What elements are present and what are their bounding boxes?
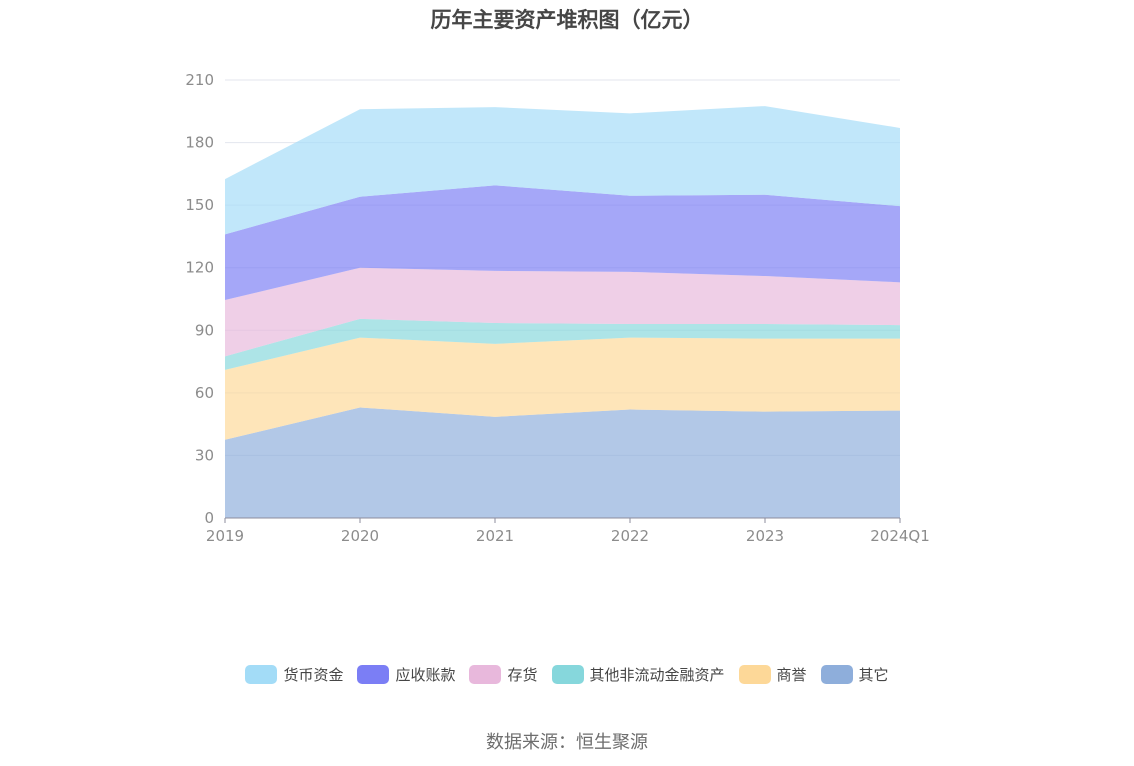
area-series-2 [225, 318, 900, 370]
stacked-area-chart: 0 30 60 90 120 150 180 210 2019 2020 2021 2022 2023 2… [185, 71, 929, 545]
legend-swatch [820, 665, 853, 684]
x-tick-label: 2022 [611, 527, 649, 545]
chart-title: 历年主要资产堆积图（亿元） [430, 8, 704, 32]
legend-item[interactable]: 应收账款 [357, 664, 455, 685]
data-source-note: 数据来源：恒生聚源 [486, 732, 648, 753]
x-tick-label: 2024Q1 [870, 527, 930, 545]
legend-label: 货币资金 [283, 666, 344, 684]
y-tick-label: 90 [195, 321, 214, 339]
y-tick-label: 30 [195, 446, 214, 464]
legend-item[interactable]: 其他非流动金融资产 [551, 664, 725, 685]
y-tick-label: 0 [204, 509, 214, 527]
legend: 货币资金 应收账款 存货 其他非流动金融资产 商誉 其它 [0, 664, 1134, 685]
legend-item[interactable]: 货币资金 [245, 664, 343, 685]
legend-label: 其他非流动金融资产 [589, 666, 725, 684]
y-tick-label: 150 [185, 196, 214, 214]
area-series-5 [225, 106, 900, 235]
x-tick-label: 2021 [476, 527, 514, 545]
legend-swatch [469, 665, 502, 684]
legend-swatch [245, 665, 278, 684]
axes: 0 30 60 90 120 150 180 210 2019 2020 2021 2022 2023 2… [185, 71, 929, 545]
legend-swatch [357, 665, 390, 684]
y-tick-label: 180 [185, 134, 214, 152]
legend-swatch [551, 665, 584, 684]
area-series-0 [225, 407, 900, 518]
legend-item[interactable]: 商誉 [738, 664, 807, 685]
y-tick-label: 60 [195, 384, 214, 402]
y-tick-label: 210 [185, 71, 214, 89]
y-tick-label: 120 [185, 259, 214, 277]
area-series-4 [225, 185, 900, 301]
area-series-1 [225, 337, 900, 440]
x-tick-label: 2020 [341, 527, 379, 545]
area-series-3 [225, 267, 900, 357]
x-tick-label: 2019 [206, 527, 244, 545]
x-tick-label: 2023 [746, 527, 784, 545]
legend-item[interactable]: 其它 [820, 664, 889, 685]
legend-label: 其它 [858, 666, 889, 684]
legend-swatch [738, 665, 771, 684]
area-series-group [225, 106, 900, 518]
legend-item[interactable]: 存货 [469, 664, 538, 685]
legend-label: 应收账款 [395, 666, 456, 684]
legend-label: 存货 [507, 666, 538, 684]
legend-label: 商誉 [776, 666, 807, 684]
